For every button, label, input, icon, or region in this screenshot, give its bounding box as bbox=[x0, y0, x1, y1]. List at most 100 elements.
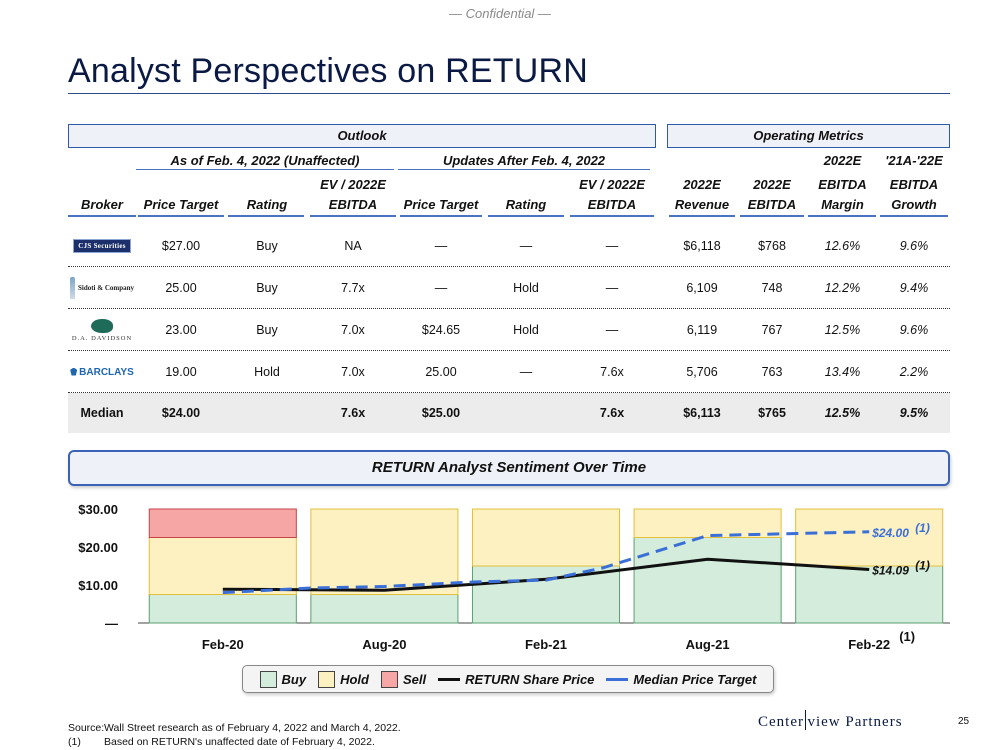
median-row: Median $24.00 7.6x $25.00 7.6x $6,113 $7… bbox=[68, 393, 950, 433]
group-unaffected: As of Feb. 4, 2022 (Unaffected) bbox=[136, 152, 394, 170]
data-label-footnote: (1) bbox=[915, 558, 930, 572]
bar-buy bbox=[148, 594, 297, 624]
broker-name: BARCLAYS bbox=[79, 366, 134, 378]
rule bbox=[68, 215, 136, 217]
broker-logo-davidson: D.A. DAVIDSON bbox=[68, 309, 136, 351]
bar-hold bbox=[148, 537, 297, 595]
title-rule bbox=[68, 93, 950, 94]
legend-share-price: RETURN Share Price bbox=[438, 672, 594, 687]
footnote-text: Based on RETURN's unaffected date of Feb… bbox=[104, 736, 375, 748]
bar-buy bbox=[795, 565, 944, 624]
rating: Buy bbox=[256, 323, 278, 337]
col-growth-line2: Growth bbox=[891, 197, 937, 212]
col-margin-year: 2022E bbox=[823, 153, 862, 168]
rule bbox=[740, 215, 804, 217]
eagle-icon bbox=[70, 367, 78, 376]
legend-label: Sell bbox=[402, 671, 427, 687]
brand-right: view Partners bbox=[807, 714, 903, 730]
col-ebitda-line1: 2022E bbox=[753, 177, 791, 192]
ebitda: $768 bbox=[758, 239, 786, 253]
updated-ev-multiple: 7.6x bbox=[600, 365, 624, 379]
col-margin-line2: Margin bbox=[821, 197, 864, 212]
table-row: BARCLAYS 19.00 Hold 7.0x 25.00 — 7.6x 5,… bbox=[68, 351, 950, 393]
y-tick-label: $10.00 bbox=[78, 578, 118, 593]
rule bbox=[310, 215, 396, 217]
footnote-text: Wall Street research as of February 4, 2… bbox=[104, 722, 401, 734]
bar-hold bbox=[310, 508, 459, 595]
page-title: Analyst Perspectives on RETURN bbox=[68, 52, 588, 90]
legend-median-target: Median Price Target bbox=[606, 672, 756, 687]
price-target: 25.00 bbox=[165, 281, 197, 295]
col-updated-ev-line1: EV / 2022E bbox=[579, 177, 645, 192]
col-updated-ev-line2: EBITDA bbox=[587, 197, 637, 212]
broker-logo-cjs: CJS Securities bbox=[68, 225, 136, 267]
updated-ev-multiple: — bbox=[605, 239, 619, 253]
x-tick-footnote: (1) bbox=[899, 629, 915, 644]
rule bbox=[488, 215, 564, 217]
ev-multiple: 7.0x bbox=[341, 323, 365, 337]
outlook-header: Outlook bbox=[68, 124, 656, 148]
ev-multiple: 7.7x bbox=[341, 281, 365, 295]
footnote-1: (1) Based on RETURN's unaffected date of … bbox=[68, 736, 375, 748]
logo-bar bbox=[804, 710, 807, 730]
broker-logo-sidoti: Sidoti & Company bbox=[68, 267, 136, 309]
price-target: 23.00 bbox=[165, 323, 197, 337]
rule bbox=[669, 215, 735, 217]
x-tick-label: Feb-22 bbox=[848, 637, 890, 652]
median-ebitda-margin: 12.5% bbox=[824, 406, 861, 420]
col-revenue-line1: 2022E bbox=[683, 177, 721, 192]
y-tick-label: $30.00 bbox=[78, 502, 118, 517]
rating: Buy bbox=[256, 239, 278, 253]
legend-label: RETURN Share Price bbox=[465, 671, 595, 687]
broker-name: CJS Securities bbox=[73, 239, 131, 253]
bar-buy bbox=[310, 594, 459, 624]
median-ebitda-growth: 9.5% bbox=[899, 406, 929, 420]
brand-left: Center bbox=[758, 714, 804, 730]
buffalo-icon bbox=[91, 318, 113, 333]
revenue: 6,109 bbox=[686, 281, 718, 295]
legend-swatch bbox=[380, 670, 398, 688]
updated-price-target: 25.00 bbox=[425, 365, 457, 379]
ebitda-margin: 13.4% bbox=[824, 365, 861, 379]
col-growth-period: '21A-'22E bbox=[885, 153, 943, 168]
col-ev-line2: EBITDA bbox=[328, 197, 378, 212]
updated-rating: Hold bbox=[513, 323, 539, 337]
broker-logo-barclays: BARCLAYS bbox=[68, 351, 136, 393]
operating-metrics-header: Operating Metrics bbox=[667, 124, 950, 148]
legend-hold: Hold bbox=[318, 670, 369, 688]
rule bbox=[880, 215, 948, 217]
revenue: $6,118 bbox=[683, 239, 721, 253]
price-target: 19.00 bbox=[165, 365, 197, 379]
sentiment-title: RETURN Analyst Sentiment Over Time bbox=[68, 450, 950, 486]
median-revenue: $6,113 bbox=[683, 406, 721, 420]
updated-price-target: — bbox=[434, 281, 448, 295]
legend-swatch bbox=[259, 670, 277, 688]
page-number: 25 bbox=[958, 716, 970, 727]
bar-hold bbox=[795, 508, 944, 567]
col-ev-line1: EV / 2022E bbox=[320, 177, 386, 192]
updated-ev-multiple: — bbox=[605, 281, 619, 295]
legend-line bbox=[606, 677, 629, 681]
x-tick-label: Aug-20 bbox=[362, 637, 406, 652]
ebitda-margin: 12.2% bbox=[824, 281, 861, 295]
legend-swatch bbox=[318, 670, 336, 688]
col-ebitda-line2: EBITDA bbox=[747, 197, 797, 212]
updated-ev-multiple: — bbox=[605, 323, 619, 337]
ebitda-growth: 9.4% bbox=[899, 281, 929, 295]
chart-legend: Buy Hold Sell RETURN Share Price Median … bbox=[242, 665, 774, 693]
updated-rating: Hold bbox=[513, 281, 539, 295]
ev-multiple: 7.0x bbox=[341, 365, 365, 379]
bar-hold bbox=[633, 508, 782, 538]
sentiment-chart: — $10.00 $20.00 $30.00 Feb-20 Aug-20 Feb-21 Aug… bbox=[78, 502, 950, 652]
rule bbox=[228, 215, 304, 217]
updated-price-target: $24.65 bbox=[421, 323, 461, 337]
legend-label: Hold bbox=[340, 671, 369, 687]
median-ev-multiple: 7.6x bbox=[340, 406, 366, 420]
ebitda-growth: 9.6% bbox=[899, 239, 929, 253]
col-rating: Rating bbox=[246, 197, 288, 212]
ev-multiple: NA bbox=[344, 239, 362, 253]
bar-hold bbox=[471, 508, 621, 567]
revenue: 5,706 bbox=[686, 365, 718, 379]
rule bbox=[570, 215, 654, 217]
rule bbox=[808, 215, 876, 217]
